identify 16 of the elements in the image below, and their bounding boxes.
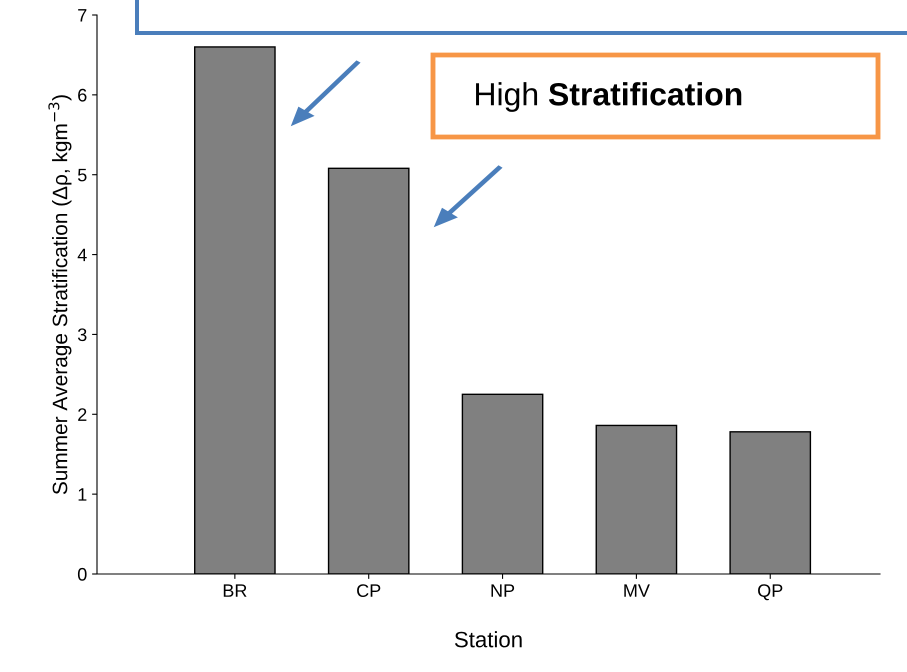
y-tick-label: 4 (78, 248, 87, 262)
y-tick-label: 6 (78, 88, 86, 102)
x-tick-label: NP (491, 584, 514, 597)
x-axis-title: Station (454, 631, 522, 648)
x-tick-label: QP (758, 584, 782, 600)
y-tick-label: 2 (78, 408, 86, 421)
x-tick-label: MV (624, 584, 650, 597)
y-tick-label: 0 (78, 568, 87, 581)
x-tick-label: BR (224, 584, 247, 597)
annotation: High Stratification (476, 82, 742, 112)
y-axis-title: Summer Average Stratification (Δρ, kgm$^{−3}$) (48, 95, 72, 494)
y-tick-label: 5 (78, 168, 87, 182)
x-tick-label: CP (357, 584, 380, 597)
y-tick-label: 1 (78, 488, 86, 501)
y-tick-label: 3 (78, 328, 86, 342)
y-tick-label: 7 (78, 9, 86, 22)
